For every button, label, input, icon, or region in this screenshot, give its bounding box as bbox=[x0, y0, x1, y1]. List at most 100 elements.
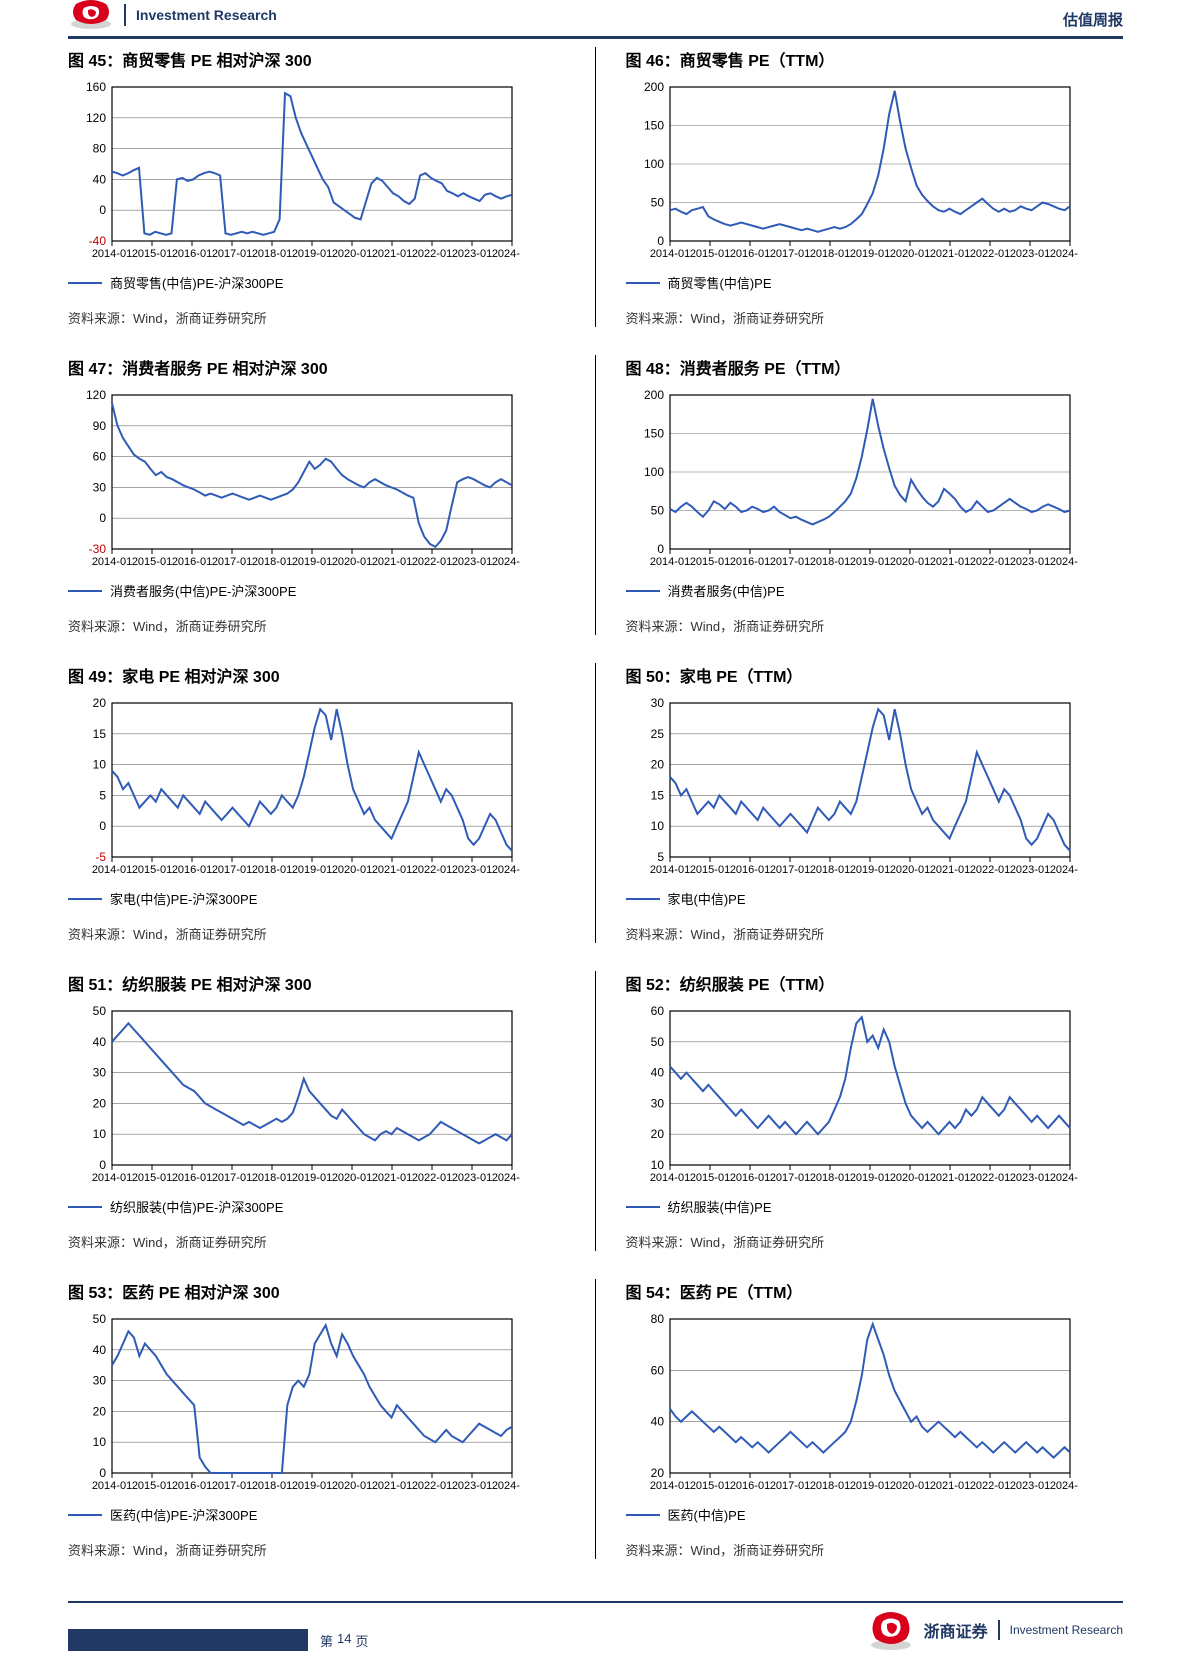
svg-text:2022-01: 2022-01 bbox=[969, 1480, 1009, 1492]
svg-text:2021-01: 2021-01 bbox=[929, 864, 969, 876]
legend-label: 家电(中信)PE bbox=[668, 889, 746, 908]
svg-text:2017-01: 2017-01 bbox=[769, 1172, 809, 1184]
svg-text:2021-01: 2021-01 bbox=[929, 1172, 969, 1184]
svg-text:2022-01: 2022-01 bbox=[412, 864, 452, 876]
svg-text:-40: -40 bbox=[89, 234, 107, 248]
legend-swatch bbox=[626, 898, 660, 900]
chart-source: 资料来源：Wind，浙商证券研究所 bbox=[68, 924, 565, 943]
svg-text:2021-01: 2021-01 bbox=[372, 248, 412, 260]
footer-logo-icon bbox=[868, 1609, 914, 1651]
svg-text:2024-01: 2024-01 bbox=[492, 248, 520, 260]
svg-text:2020-01: 2020-01 bbox=[889, 864, 929, 876]
svg-text:2023-01: 2023-01 bbox=[1009, 1480, 1049, 1492]
svg-text:2018-01: 2018-01 bbox=[809, 556, 849, 568]
legend-swatch bbox=[68, 1206, 102, 1208]
svg-text:15: 15 bbox=[650, 788, 664, 802]
page-header: Investment Research 估值周报 bbox=[0, 0, 1191, 36]
svg-text:2018-01: 2018-01 bbox=[809, 248, 849, 260]
svg-text:50: 50 bbox=[650, 504, 664, 518]
svg-text:5: 5 bbox=[99, 788, 106, 802]
chart-source: 资料来源：Wind，浙商证券研究所 bbox=[68, 1540, 565, 1559]
chart-source: 资料来源：Wind，浙商证券研究所 bbox=[626, 308, 1124, 327]
svg-text:2021-01: 2021-01 bbox=[372, 556, 412, 568]
svg-text:2019-01: 2019-01 bbox=[292, 864, 332, 876]
legend-label: 消费者服务(中信)PE-沪深300PE bbox=[110, 581, 296, 600]
svg-text:30: 30 bbox=[93, 1374, 107, 1388]
svg-text:2022-01: 2022-01 bbox=[412, 556, 452, 568]
svg-text:50: 50 bbox=[650, 1035, 664, 1049]
svg-text:2018-01: 2018-01 bbox=[252, 1172, 292, 1184]
svg-text:2024-01: 2024-01 bbox=[492, 1172, 520, 1184]
chart-legend: 医药(中信)PE bbox=[626, 1505, 1124, 1524]
chart-title: 图 47：消费者服务 PE 相对沪深 300 bbox=[68, 355, 565, 379]
svg-text:2022-01: 2022-01 bbox=[412, 1480, 452, 1492]
svg-text:2023-01: 2023-01 bbox=[452, 248, 492, 260]
svg-text:2017-01: 2017-01 bbox=[769, 248, 809, 260]
svg-text:60: 60 bbox=[650, 1005, 664, 1018]
svg-text:2019-01: 2019-01 bbox=[849, 864, 889, 876]
chart-cell: 图 45：商贸零售 PE 相对沪深 300 -40040801201602014… bbox=[68, 47, 596, 327]
svg-text:2020-01: 2020-01 bbox=[889, 1172, 929, 1184]
svg-text:20: 20 bbox=[93, 1096, 107, 1110]
svg-text:2021-01: 2021-01 bbox=[372, 1480, 412, 1492]
svg-text:2023-01: 2023-01 bbox=[1009, 248, 1049, 260]
svg-text:2014-01: 2014-01 bbox=[92, 1480, 132, 1492]
svg-text:2022-01: 2022-01 bbox=[969, 248, 1009, 260]
svg-text:200: 200 bbox=[643, 389, 663, 402]
svg-text:2020-01: 2020-01 bbox=[332, 1480, 372, 1492]
svg-text:2020-01: 2020-01 bbox=[889, 248, 929, 260]
svg-text:150: 150 bbox=[643, 119, 663, 133]
chart-cell: 图 53：医药 PE 相对沪深 300 010203040502014-0120… bbox=[68, 1279, 596, 1559]
legend-swatch bbox=[626, 1514, 660, 1516]
svg-text:20: 20 bbox=[650, 1127, 664, 1141]
svg-text:2023-01: 2023-01 bbox=[1009, 1172, 1049, 1184]
svg-text:2022-01: 2022-01 bbox=[969, 556, 1009, 568]
legend-label: 消费者服务(中信)PE bbox=[668, 581, 785, 600]
svg-text:5: 5 bbox=[657, 850, 664, 864]
footer-page-num: 14 bbox=[337, 1631, 351, 1650]
legend-swatch bbox=[68, 282, 102, 284]
svg-text:30: 30 bbox=[650, 697, 664, 710]
footer-brand-divider bbox=[998, 1620, 1000, 1640]
legend-swatch bbox=[626, 282, 660, 284]
legend-label: 纺织服装(中信)PE-沪深300PE bbox=[110, 1197, 283, 1216]
svg-text:20: 20 bbox=[650, 1466, 664, 1480]
svg-text:0: 0 bbox=[657, 542, 664, 556]
svg-text:2016-01: 2016-01 bbox=[729, 1172, 769, 1184]
chart-source: 资料来源：Wind，浙商证券研究所 bbox=[626, 616, 1124, 635]
svg-text:2018-01: 2018-01 bbox=[809, 864, 849, 876]
svg-text:2015-01: 2015-01 bbox=[689, 864, 729, 876]
svg-text:150: 150 bbox=[643, 427, 663, 441]
svg-text:160: 160 bbox=[86, 81, 106, 94]
svg-text:2016-01: 2016-01 bbox=[729, 1480, 769, 1492]
svg-text:2016-01: 2016-01 bbox=[729, 864, 769, 876]
svg-text:2024-01: 2024-01 bbox=[1049, 556, 1077, 568]
svg-text:20: 20 bbox=[650, 758, 664, 772]
svg-text:2024-01: 2024-01 bbox=[1049, 248, 1077, 260]
chart-title: 图 51：纺织服装 PE 相对沪深 300 bbox=[68, 971, 565, 995]
chart-legend: 消费者服务(中信)PE bbox=[626, 581, 1124, 600]
svg-text:2020-01: 2020-01 bbox=[332, 1172, 372, 1184]
svg-text:20: 20 bbox=[93, 697, 107, 710]
svg-text:2019-01: 2019-01 bbox=[292, 1172, 332, 1184]
footer-right: 浙商证券 Investment Research bbox=[868, 1609, 1123, 1651]
svg-text:2019-01: 2019-01 bbox=[292, 556, 332, 568]
svg-text:2021-01: 2021-01 bbox=[929, 556, 969, 568]
svg-text:2022-01: 2022-01 bbox=[412, 248, 452, 260]
svg-text:0: 0 bbox=[99, 819, 106, 833]
chart-legend: 家电(中信)PE bbox=[626, 889, 1124, 908]
svg-text:2023-01: 2023-01 bbox=[1009, 556, 1049, 568]
legend-label: 家电(中信)PE-沪深300PE bbox=[110, 889, 257, 908]
chart-source: 资料来源：Wind，浙商证券研究所 bbox=[626, 924, 1124, 943]
svg-text:2022-01: 2022-01 bbox=[969, 864, 1009, 876]
svg-text:2021-01: 2021-01 bbox=[929, 248, 969, 260]
chart-plot: -3003060901202014-012015-012016-012017-0… bbox=[68, 389, 565, 575]
legend-swatch bbox=[68, 590, 102, 592]
svg-text:2024-01: 2024-01 bbox=[1049, 864, 1077, 876]
svg-text:20: 20 bbox=[93, 1404, 107, 1418]
chart-legend: 消费者服务(中信)PE-沪深300PE bbox=[68, 581, 565, 600]
header-left: Investment Research bbox=[68, 0, 277, 30]
legend-label: 纺织服装(中信)PE bbox=[668, 1197, 772, 1216]
svg-text:2015-01: 2015-01 bbox=[689, 1480, 729, 1492]
svg-text:2019-01: 2019-01 bbox=[849, 248, 889, 260]
